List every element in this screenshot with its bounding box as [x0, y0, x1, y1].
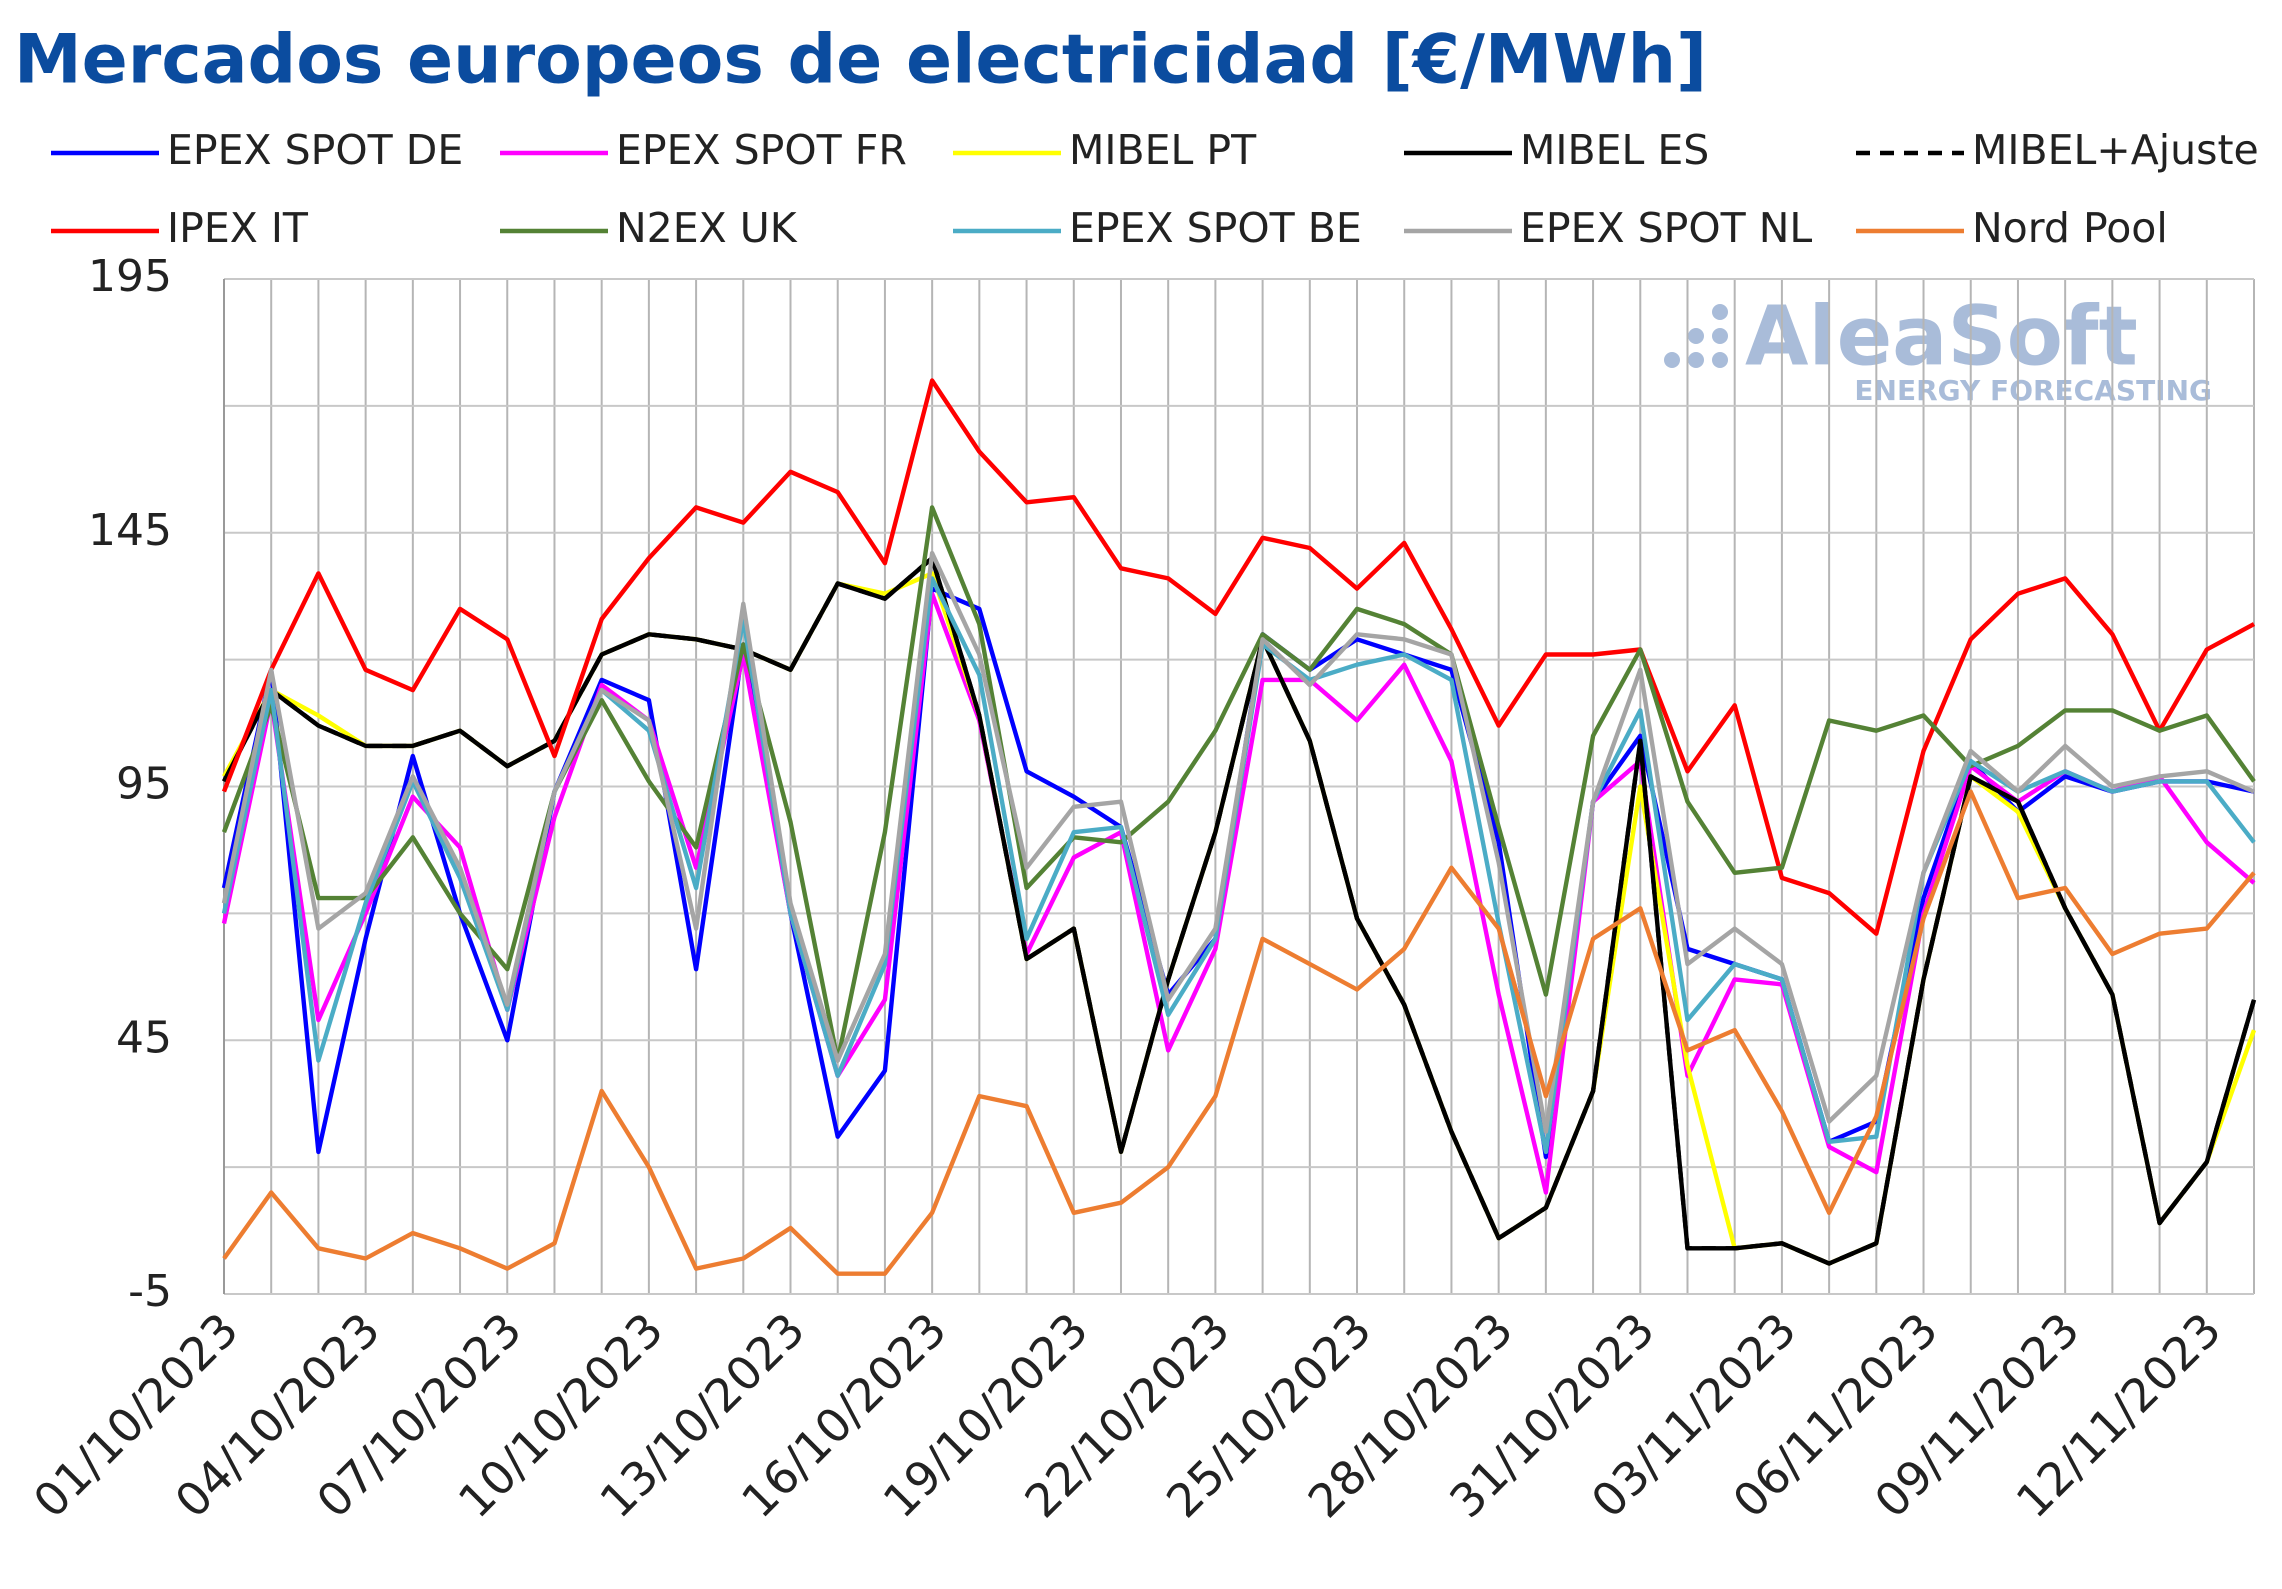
logo-dot: [1712, 352, 1728, 368]
legend-label: EPEX SPOT BE: [1069, 204, 1362, 252]
legend-label: MIBEL+Ajuste: [1972, 126, 2259, 174]
series-line: [222, 789, 2256, 1276]
legend-label: N2EX UK: [616, 204, 798, 252]
logo-dot: [1712, 304, 1728, 320]
y-tick-label: 145: [88, 505, 172, 556]
watermark-name: AleaSoft: [1745, 289, 2138, 384]
legend-label: EPEX SPOT DE: [167, 126, 463, 174]
legend-label: EPEX SPOT FR: [616, 126, 907, 174]
watermark-tagline: ENERGY FORECASTING: [1854, 374, 2212, 407]
y-tick-label: -5: [128, 1266, 172, 1317]
y-tick-label: 95: [116, 759, 172, 810]
watermark: AleaSoft ENERGY FORECASTING: [1664, 289, 2212, 407]
legend-label: IPEX IT: [167, 204, 309, 252]
legend-label: MIBEL PT: [1069, 126, 1257, 174]
series-line: [221, 550, 2255, 1134]
y-tick-label: 45: [116, 1012, 172, 1063]
series-line: [221, 378, 2256, 936]
legend-label: MIBEL ES: [1520, 126, 1709, 174]
logo-dot: [1688, 328, 1704, 344]
logo-dot: [1712, 328, 1728, 344]
y-tick-label: 195: [88, 251, 172, 302]
chart-title: Mercados europeos de electricidad [€/MWh…: [14, 21, 1707, 100]
legend-label: Nord Pool: [1972, 204, 2168, 252]
logo-dot: [1664, 352, 1680, 368]
legend-label: EPEX SPOT NL: [1520, 204, 1812, 252]
logo-dot: [1688, 352, 1704, 368]
